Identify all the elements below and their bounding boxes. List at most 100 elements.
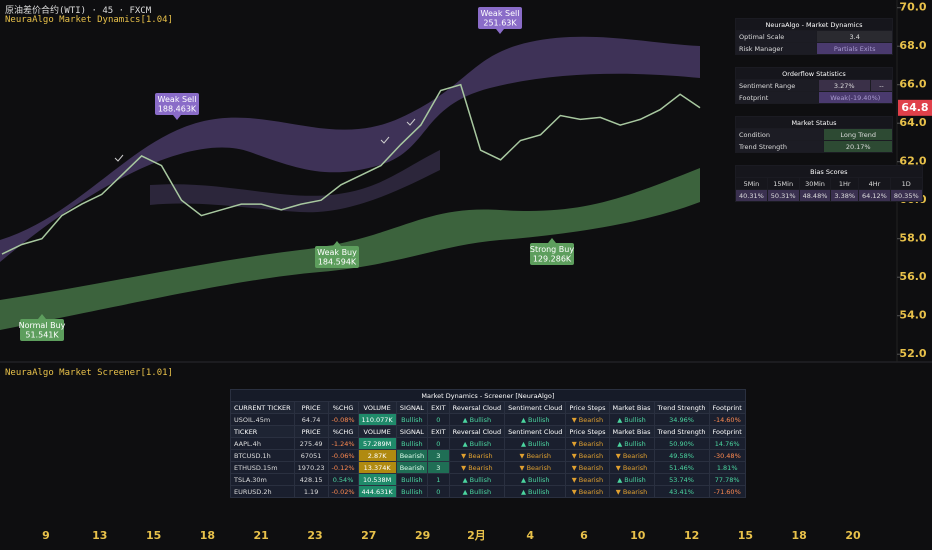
panel-value: -- bbox=[869, 79, 894, 92]
screener-cell: 1.19 bbox=[293, 485, 329, 498]
signal-label: Weak Sell bbox=[481, 9, 520, 18]
signal-pointer bbox=[496, 29, 504, 34]
screener-cell: ▼ Bearish bbox=[565, 485, 610, 498]
y-tick-label: 70.0 bbox=[899, 1, 926, 14]
x-tick-label: 2月 bbox=[467, 529, 486, 542]
panel-title: Orderflow Statistics bbox=[735, 67, 893, 80]
x-tick-label: 10 bbox=[630, 529, 646, 542]
screener-header: Footprint bbox=[708, 401, 746, 414]
screener-cell: AAPL.4h bbox=[230, 437, 295, 450]
panel-row: Condition Long Trend bbox=[734, 128, 893, 141]
screener-cell: -0.08% bbox=[327, 413, 359, 426]
screener-table: Market Dynamics - Screener [NeuraAlgo] CU… bbox=[230, 389, 746, 498]
panel-label: Optimal Scale bbox=[734, 30, 818, 43]
y-tick-label: 62.0 bbox=[899, 155, 926, 168]
screener-cell: Bearish bbox=[395, 449, 429, 462]
screener-cell: Bullish bbox=[395, 413, 429, 426]
screener-cell: ▲ Bullish bbox=[504, 473, 567, 486]
screener-cell: ▲ Bullish bbox=[608, 437, 655, 450]
screener-cell: 3 bbox=[427, 449, 450, 462]
screener-cell: ▲ Bullish bbox=[448, 473, 506, 486]
screener-cell: 50.90% bbox=[653, 437, 710, 450]
panel-row: Optimal Scale 3.4 bbox=[734, 30, 893, 43]
x-tick-label: 23 bbox=[307, 529, 322, 542]
screener-header: EXIT bbox=[427, 425, 450, 438]
screener-cell: 110.077K bbox=[357, 413, 397, 426]
screener-header: Reversal Cloud bbox=[448, 401, 506, 414]
screener-header: SIGNAL bbox=[395, 425, 429, 438]
panel-label: Risk Manager bbox=[734, 42, 818, 55]
screener-cell: Bullish bbox=[395, 485, 429, 498]
status-panel: Orderflow Statistics Sentiment Range 3.27%… bbox=[735, 67, 894, 104]
panel-value: 20.17% bbox=[823, 140, 893, 153]
screener-cell: 0 bbox=[427, 485, 450, 498]
screener-cell: USOIL.45m bbox=[230, 413, 295, 426]
panel-row: Trend Strength 20.17% bbox=[734, 140, 893, 153]
screener-header: %CHG bbox=[327, 401, 359, 414]
panel-title: Bias Scores bbox=[735, 165, 923, 178]
signal-pointer bbox=[548, 238, 556, 243]
screener-cell: ▼ Bearish bbox=[504, 449, 567, 462]
screener-cell: 275.49 bbox=[293, 437, 329, 450]
screener-cell: ▼ Bearish bbox=[448, 461, 506, 474]
screener-header: Price Steps bbox=[565, 425, 610, 438]
screener-title: Market Dynamics - Screener [NeuraAlgo] bbox=[230, 389, 746, 402]
panel-value: Long Trend bbox=[823, 128, 893, 141]
screener-cell: EURUSD.2h bbox=[230, 485, 295, 498]
x-tick-label: 6 bbox=[580, 529, 588, 542]
x-tick-label: 4 bbox=[526, 529, 534, 542]
screener-cell: ▲ Bullish bbox=[448, 413, 506, 426]
screener-cell: 51.46% bbox=[653, 461, 710, 474]
screener-cell: ETHUSD.15m bbox=[230, 461, 295, 474]
status-panel: NeuraAlgo - Market Dynamics Optimal Scale… bbox=[734, 18, 893, 55]
panel-title: NeuraAlgo - Market Dynamics bbox=[735, 18, 893, 31]
panel-label: 5Min bbox=[735, 177, 768, 190]
screener-cell: 0 bbox=[427, 413, 450, 426]
screener-header: %CHG bbox=[327, 425, 359, 438]
screener-row: USOIL.45m 64.74 -0.08% 110.077K Bullish 0 ▲ Bu… bbox=[230, 413, 746, 426]
screener-cell: 3 bbox=[427, 461, 450, 474]
signal-label: Normal Buy bbox=[19, 321, 66, 330]
screener-cell: Bullish bbox=[395, 473, 429, 486]
screener-cell: 64.74 bbox=[293, 413, 329, 426]
screener-cell: ▼ Bearish bbox=[565, 449, 610, 462]
screener-header: Footprint bbox=[708, 425, 746, 438]
screener-cell: ▲ Bullish bbox=[448, 485, 506, 498]
screener-cell: ▼ Bearish bbox=[565, 413, 610, 426]
panel-value: 3.38% bbox=[830, 189, 860, 202]
panel-row: 40.31% 50.31% 48.48% 3.38% 64.12% 80.35% bbox=[735, 189, 923, 202]
signal-label: Weak Buy bbox=[317, 248, 357, 257]
screener-cell: 1970.23 bbox=[293, 461, 329, 474]
panel-value: 3.27% bbox=[817, 79, 871, 92]
panel-label: Trend Strength bbox=[734, 140, 825, 153]
screener-cell: 14.76% bbox=[708, 437, 746, 450]
signal-volume: 251.63K bbox=[483, 19, 517, 28]
screener-header: Market Bias bbox=[608, 425, 655, 438]
panel-value: 3.4 bbox=[816, 30, 893, 43]
screener-row: EURUSD.2h 1.19 -0.02% 444.631K Bullish 0 ▲ Bul… bbox=[230, 485, 746, 498]
screener-cell: 1 bbox=[427, 473, 450, 486]
panel-value: 48.48% bbox=[798, 189, 832, 202]
screener-cell: ▼ Bearish bbox=[448, 449, 506, 462]
screener-cell: ▼ Bearish bbox=[565, 473, 610, 486]
panel-value: 1Hr bbox=[830, 177, 860, 190]
signal-box bbox=[530, 243, 574, 265]
screener-cell: 53.74% bbox=[653, 473, 710, 486]
signal-volume: 51.541K bbox=[25, 331, 59, 340]
screener-cell: BTCUSD.1h bbox=[230, 449, 295, 462]
screener-cell: 67051 bbox=[293, 449, 329, 462]
panel-row: 5Min 15Min 30Min 1Hr 4Hr 1D bbox=[735, 177, 923, 190]
x-tick-label: 15 bbox=[738, 529, 753, 542]
x-tick-label: 12 bbox=[684, 529, 699, 542]
x-tick-label: 18 bbox=[200, 529, 215, 542]
screener-header: EXIT bbox=[427, 401, 450, 414]
x-tick-label: 21 bbox=[254, 529, 269, 542]
screener-cell: Bullish bbox=[395, 437, 429, 450]
panel-value: 64.12% bbox=[858, 189, 891, 202]
screener-cell: ▼ Bearish bbox=[504, 461, 567, 474]
panel-title-row: Market Status bbox=[735, 116, 893, 129]
panel-value: 1D bbox=[889, 177, 923, 190]
screener-cell: TSLA.30m bbox=[230, 473, 295, 486]
symbol-title: 原油差价合约(WTI) · 45 · FXCM bbox=[5, 6, 152, 16]
screener-row: TSLA.30m 428.15 0.54% 10.538M Bullish 1 ▲ Bull… bbox=[230, 473, 746, 486]
